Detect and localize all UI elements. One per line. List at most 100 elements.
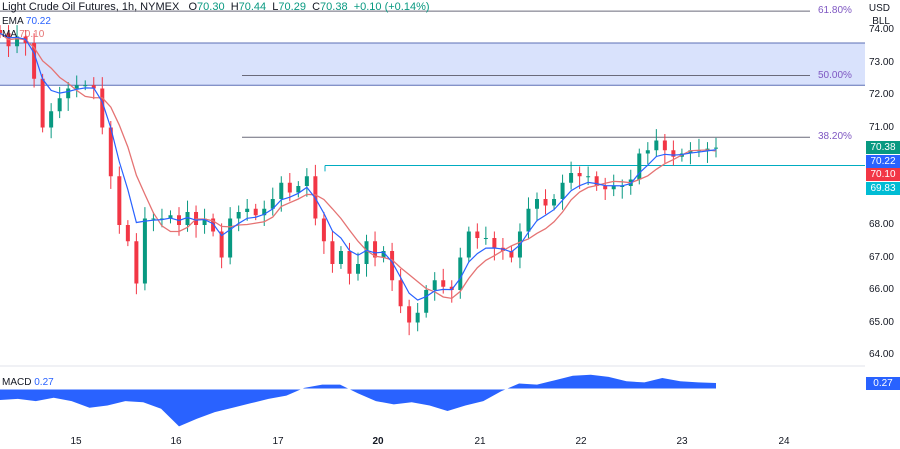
- candle-body: [714, 147, 718, 149]
- candle-body: [57, 98, 62, 112]
- candle-body: [125, 225, 130, 242]
- candle-body: [381, 251, 386, 258]
- candle-body: [407, 306, 412, 323]
- candle-body: [466, 231, 471, 258]
- x-tick: 21: [474, 436, 486, 447]
- candle-body: [645, 150, 650, 154]
- candle-body: [373, 241, 378, 258]
- candle-body: [74, 85, 79, 89]
- x-tick: 22: [575, 436, 587, 447]
- x-tick: 20: [372, 436, 384, 447]
- y-tick: 65.00: [868, 316, 894, 328]
- close-label: C: [312, 1, 321, 13]
- candle-body: [662, 140, 667, 151]
- ma-value: 70.10: [19, 29, 45, 40]
- candle-body: [185, 212, 190, 225]
- candle-body: [40, 78, 45, 128]
- y-tick: 68.00: [868, 219, 894, 230]
- candle-body: [211, 218, 216, 232]
- macd-legend[interactable]: MACD 0.27: [2, 377, 54, 388]
- symbol-title: Light Crude Oil Futures, 1h, NYMEX: [2, 1, 180, 13]
- price-tag: 69.83: [866, 181, 900, 195]
- candle-body: [32, 43, 37, 79]
- x-tick: 23: [676, 436, 688, 447]
- macd-label: MACD: [2, 377, 32, 388]
- x-tick: 15: [70, 436, 82, 447]
- y-tick: 67.00: [868, 251, 894, 263]
- candle-body: [441, 280, 446, 287]
- y-tick: 72.00: [868, 89, 894, 100]
- y-tick: 66.00: [868, 284, 894, 295]
- candle-body: [620, 186, 625, 187]
- candle-body: [253, 208, 258, 216]
- candle-body: [603, 186, 608, 190]
- candle-body: [671, 150, 676, 157]
- macd-area: [0, 374, 716, 427]
- candle-body: [168, 215, 173, 219]
- chart-header: Light Crude Oil Futures, 1h, NYMEX O70.3…: [2, 1, 430, 13]
- candle-body: [321, 218, 326, 242]
- open-label: O: [188, 1, 198, 13]
- candle-body: [594, 176, 599, 186]
- ma-label: MA: [2, 29, 17, 40]
- candle-body: [492, 238, 497, 248]
- change-value: +0.10 (+0.14%): [353, 1, 430, 13]
- macd-value: 0.27: [34, 377, 54, 388]
- candle-body: [151, 218, 156, 220]
- candle-body: [15, 36, 20, 47]
- candle-body: [296, 186, 301, 193]
- macd-price-tag: 0.27: [866, 377, 900, 390]
- candle-body: [0, 30, 2, 34]
- candle-body: [338, 251, 343, 264]
- ema-legend[interactable]: EMA 70.22: [2, 16, 51, 27]
- ma-legend[interactable]: MA 70.10: [2, 29, 44, 40]
- candle-body: [611, 186, 616, 190]
- candle-body: [262, 208, 267, 216]
- candle-body: [108, 127, 113, 177]
- candle-body: [83, 85, 88, 87]
- candle-body: [49, 111, 54, 128]
- ma-line: [0, 32, 717, 300]
- resistance-zone: [0, 43, 865, 86]
- y-tick: 64.00: [868, 349, 894, 360]
- candle-body: [552, 199, 557, 206]
- high-value: 70.44: [238, 1, 267, 13]
- open-value: 70.30: [197, 1, 225, 13]
- candle-body: [270, 199, 275, 209]
- candle-body: [560, 182, 565, 199]
- candle-body: [577, 173, 582, 177]
- ema-label: EMA: [2, 16, 24, 27]
- candle-body: [66, 88, 71, 99]
- fib-label: 61.80%: [818, 5, 852, 17]
- candle-body: [330, 241, 335, 264]
- candle-body: [117, 176, 122, 225]
- candle-body: [483, 238, 488, 239]
- ema-line: [0, 32, 717, 301]
- candle-body: [586, 176, 591, 178]
- close-value: 70.38: [320, 1, 348, 13]
- candle-body: [509, 251, 514, 258]
- price-tag: 70.10: [866, 168, 900, 181]
- x-tick: 16: [170, 436, 182, 447]
- ema-value: 70.22: [25, 16, 51, 27]
- high-label: H: [230, 1, 239, 13]
- candle-body: [458, 257, 463, 290]
- candle-body: [202, 218, 207, 225]
- candle-body: [569, 173, 574, 183]
- y-tick: 73.00: [868, 56, 894, 68]
- candle-body: [688, 150, 693, 154]
- candle-body: [637, 153, 642, 180]
- candle-body: [543, 199, 548, 206]
- low-label: L: [272, 1, 279, 13]
- candle-body: [236, 212, 241, 219]
- fib-label: 50.00%: [818, 69, 852, 81]
- candle-body: [475, 231, 480, 238]
- candle-body: [100, 88, 105, 128]
- candle-body: [91, 85, 96, 89]
- y-tick: 74.00: [868, 24, 894, 35]
- candle-body: [279, 182, 284, 199]
- candle-body: [526, 208, 531, 232]
- candle-body: [219, 231, 224, 258]
- currency-label: USD: [868, 3, 890, 14]
